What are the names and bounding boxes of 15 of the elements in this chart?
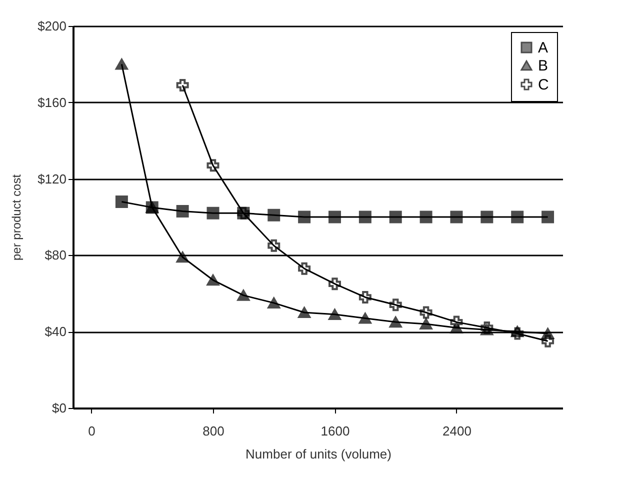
y-tick-label: $120 <box>38 171 66 186</box>
y-tick-label: $160 <box>38 94 66 110</box>
y-tick-label: $80 <box>44 248 66 263</box>
legend-label: C <box>538 76 549 94</box>
x-tick-label: 1600 <box>320 424 350 438</box>
y-tick-label: $40 <box>44 324 66 340</box>
y-tick-label: $0 <box>52 400 66 416</box>
x-axis-title: Number of units (volume) <box>246 446 392 462</box>
x-tick-label: 2400 <box>442 424 472 438</box>
x-tick-label: 0 <box>88 424 96 438</box>
legend-label: A <box>538 40 548 56</box>
y-axis-title: per product cost <box>10 174 24 261</box>
legend-label: B <box>538 58 548 74</box>
x-tick-label: 800 <box>202 424 224 438</box>
y-tick-label: $200 <box>38 18 66 34</box>
